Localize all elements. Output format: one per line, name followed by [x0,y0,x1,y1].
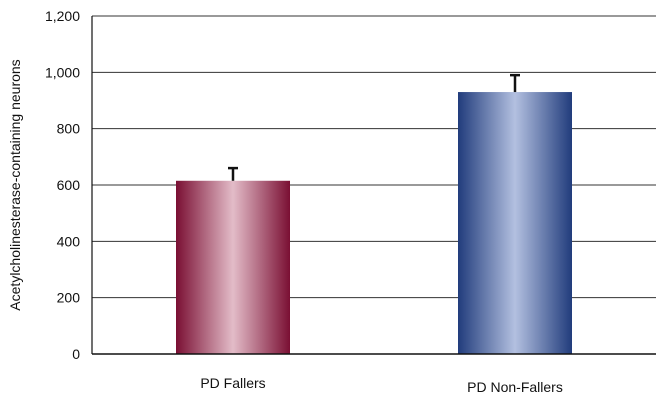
y-tick-label: 600 [57,177,81,193]
x-category-labels: PD Fallers PD Non-Fallers [200,375,563,395]
y-tick-label: 200 [57,290,81,306]
y-tick-label: 400 [57,233,81,249]
error-bars [228,73,520,181]
y-axis-label: Acetylcholinesterase-containing neurons [7,59,23,310]
y-tick-label: 1,200 [45,8,80,24]
y-tick-labels: 0 200 400 600 800 1,000 1,200 [45,8,80,362]
bars [176,92,572,355]
bar-pd-fallers [176,180,290,354]
y-tick-label: 800 [57,121,81,137]
x-category-label: PD Fallers [200,375,265,391]
x-category-label: PD Non-Fallers [467,379,563,395]
bar-pd-non-fallers [458,92,572,355]
axes [91,16,656,355]
y-tick-label: 1,000 [45,64,80,80]
y-tick-label: 0 [72,346,80,362]
